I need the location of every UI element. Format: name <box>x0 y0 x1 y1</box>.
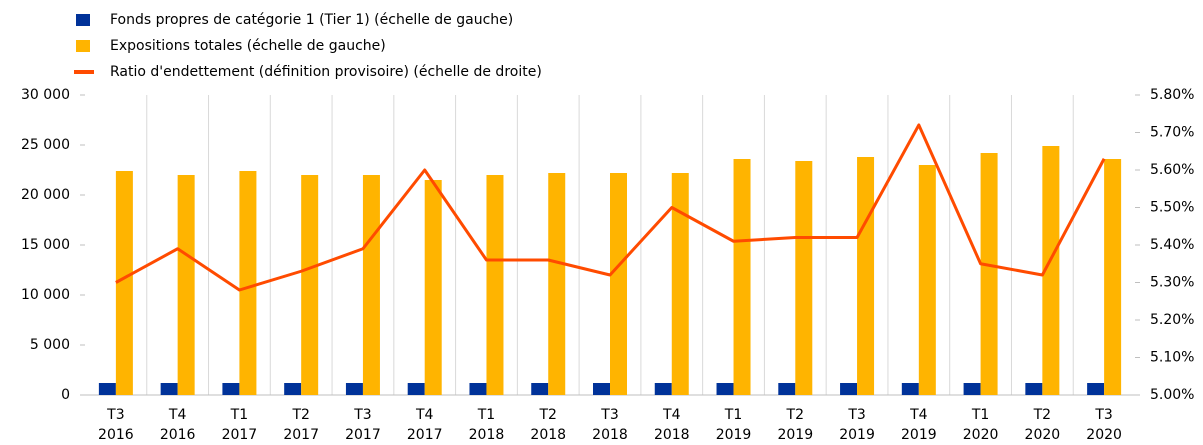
bar <box>716 383 734 395</box>
x-tick-label: 2018 <box>654 427 690 443</box>
x-tick-label: 2020 <box>1086 427 1122 443</box>
x-tick-label: 2016 <box>98 427 134 443</box>
bar <box>1104 159 1122 395</box>
x-tick-label: T2 <box>291 407 309 423</box>
y2-tick-label: 5.20% <box>1150 312 1194 328</box>
bar <box>239 171 257 395</box>
bar <box>901 383 919 395</box>
bar <box>840 383 858 395</box>
bar <box>918 165 936 395</box>
y-tick-label: 20 000 <box>21 187 70 203</box>
y2-tick-label: 5.70% <box>1150 125 1194 141</box>
bar <box>115 171 133 395</box>
y2-tick-label: 5.00% <box>1150 387 1194 403</box>
x-tick-label: 2017 <box>407 427 443 443</box>
x-tick-label: T3 <box>847 407 865 423</box>
bar <box>160 383 178 395</box>
x-tick-label: 2017 <box>222 427 258 443</box>
bar <box>671 173 689 395</box>
x-tick-label: T1 <box>230 407 248 423</box>
x-tick-label: 2018 <box>592 427 628 443</box>
line <box>115 123 1106 292</box>
bar <box>1087 383 1105 395</box>
bar <box>1042 146 1060 395</box>
y-tick-label: 0 <box>61 387 70 403</box>
y-tick-label: 10 000 <box>21 287 70 303</box>
x-tick-label: T1 <box>477 407 495 423</box>
bar <box>222 383 240 395</box>
x-tick-label: 2017 <box>283 427 319 443</box>
bar <box>610 173 627 395</box>
x-tick-label: T4 <box>168 407 187 423</box>
y2-tick-label: 5.60% <box>1150 162 1194 178</box>
x-tick-label: T2 <box>786 407 804 423</box>
x-tick-label: T3 <box>353 407 371 423</box>
x-tick-label: 2016 <box>160 427 196 443</box>
legend-swatch <box>76 40 90 52</box>
bar <box>301 175 319 395</box>
bar <box>654 383 672 395</box>
bar <box>857 157 875 395</box>
x-tick-label: T4 <box>909 407 928 423</box>
x-tick-label: T2 <box>1033 407 1051 423</box>
x-tick-label: 2019 <box>839 427 875 443</box>
y-tick-label: 25 000 <box>21 137 70 153</box>
x-tick-label: T4 <box>662 407 681 423</box>
y2-tick-label: 5.80% <box>1150 87 1194 103</box>
bar <box>284 383 302 395</box>
x-tick-label: 2019 <box>901 427 937 443</box>
bar <box>593 383 610 395</box>
bar <box>407 383 425 395</box>
bar <box>486 175 504 395</box>
bar <box>424 180 442 395</box>
x-tick-label: T3 <box>1094 407 1112 423</box>
y2-tick-label: 5.50% <box>1150 200 1194 216</box>
bar <box>733 159 751 395</box>
y-tick-label: 30 000 <box>21 87 70 103</box>
bar <box>795 161 813 395</box>
x-tick-label: 2019 <box>716 427 752 443</box>
x-tick-label: T3 <box>600 407 618 423</box>
bar <box>531 383 549 395</box>
bar <box>345 383 363 395</box>
x-tick-label: 2017 <box>345 427 381 443</box>
x-tick-label: 2018 <box>530 427 566 443</box>
x-tick-label: T2 <box>539 407 557 423</box>
bar <box>1025 383 1043 395</box>
bar <box>177 175 195 395</box>
x-tick-label: 2019 <box>777 427 813 443</box>
legend-label: Ratio d'endettement (définition provisoi… <box>110 64 542 80</box>
x-tick-label: T3 <box>106 407 124 423</box>
y2-tick-label: 5.10% <box>1150 350 1194 366</box>
legend-swatch <box>76 14 90 26</box>
x-tick-label: 2020 <box>963 427 999 443</box>
bar <box>548 173 566 395</box>
y-tick-label: 5 000 <box>30 337 70 353</box>
bar <box>469 383 487 395</box>
x-tick-label: T4 <box>415 407 434 423</box>
y2-tick-label: 5.40% <box>1150 237 1194 253</box>
x-tick-label: T1 <box>971 407 989 423</box>
bar <box>963 383 981 395</box>
x-tick-label: 2018 <box>469 427 505 443</box>
y2-tick-label: 5.30% <box>1150 275 1194 291</box>
legend-label: Fonds propres de catégorie 1 (Tier 1) (é… <box>110 12 513 28</box>
bar <box>98 383 116 395</box>
bar <box>362 175 380 395</box>
y-tick-label: 15 000 <box>21 237 70 253</box>
bar <box>980 153 998 395</box>
bar <box>778 383 796 395</box>
x-tick-label: 2020 <box>1025 427 1061 443</box>
x-tick-label: T1 <box>724 407 742 423</box>
legend-label: Expositions totales (échelle de gauche) <box>110 38 386 54</box>
